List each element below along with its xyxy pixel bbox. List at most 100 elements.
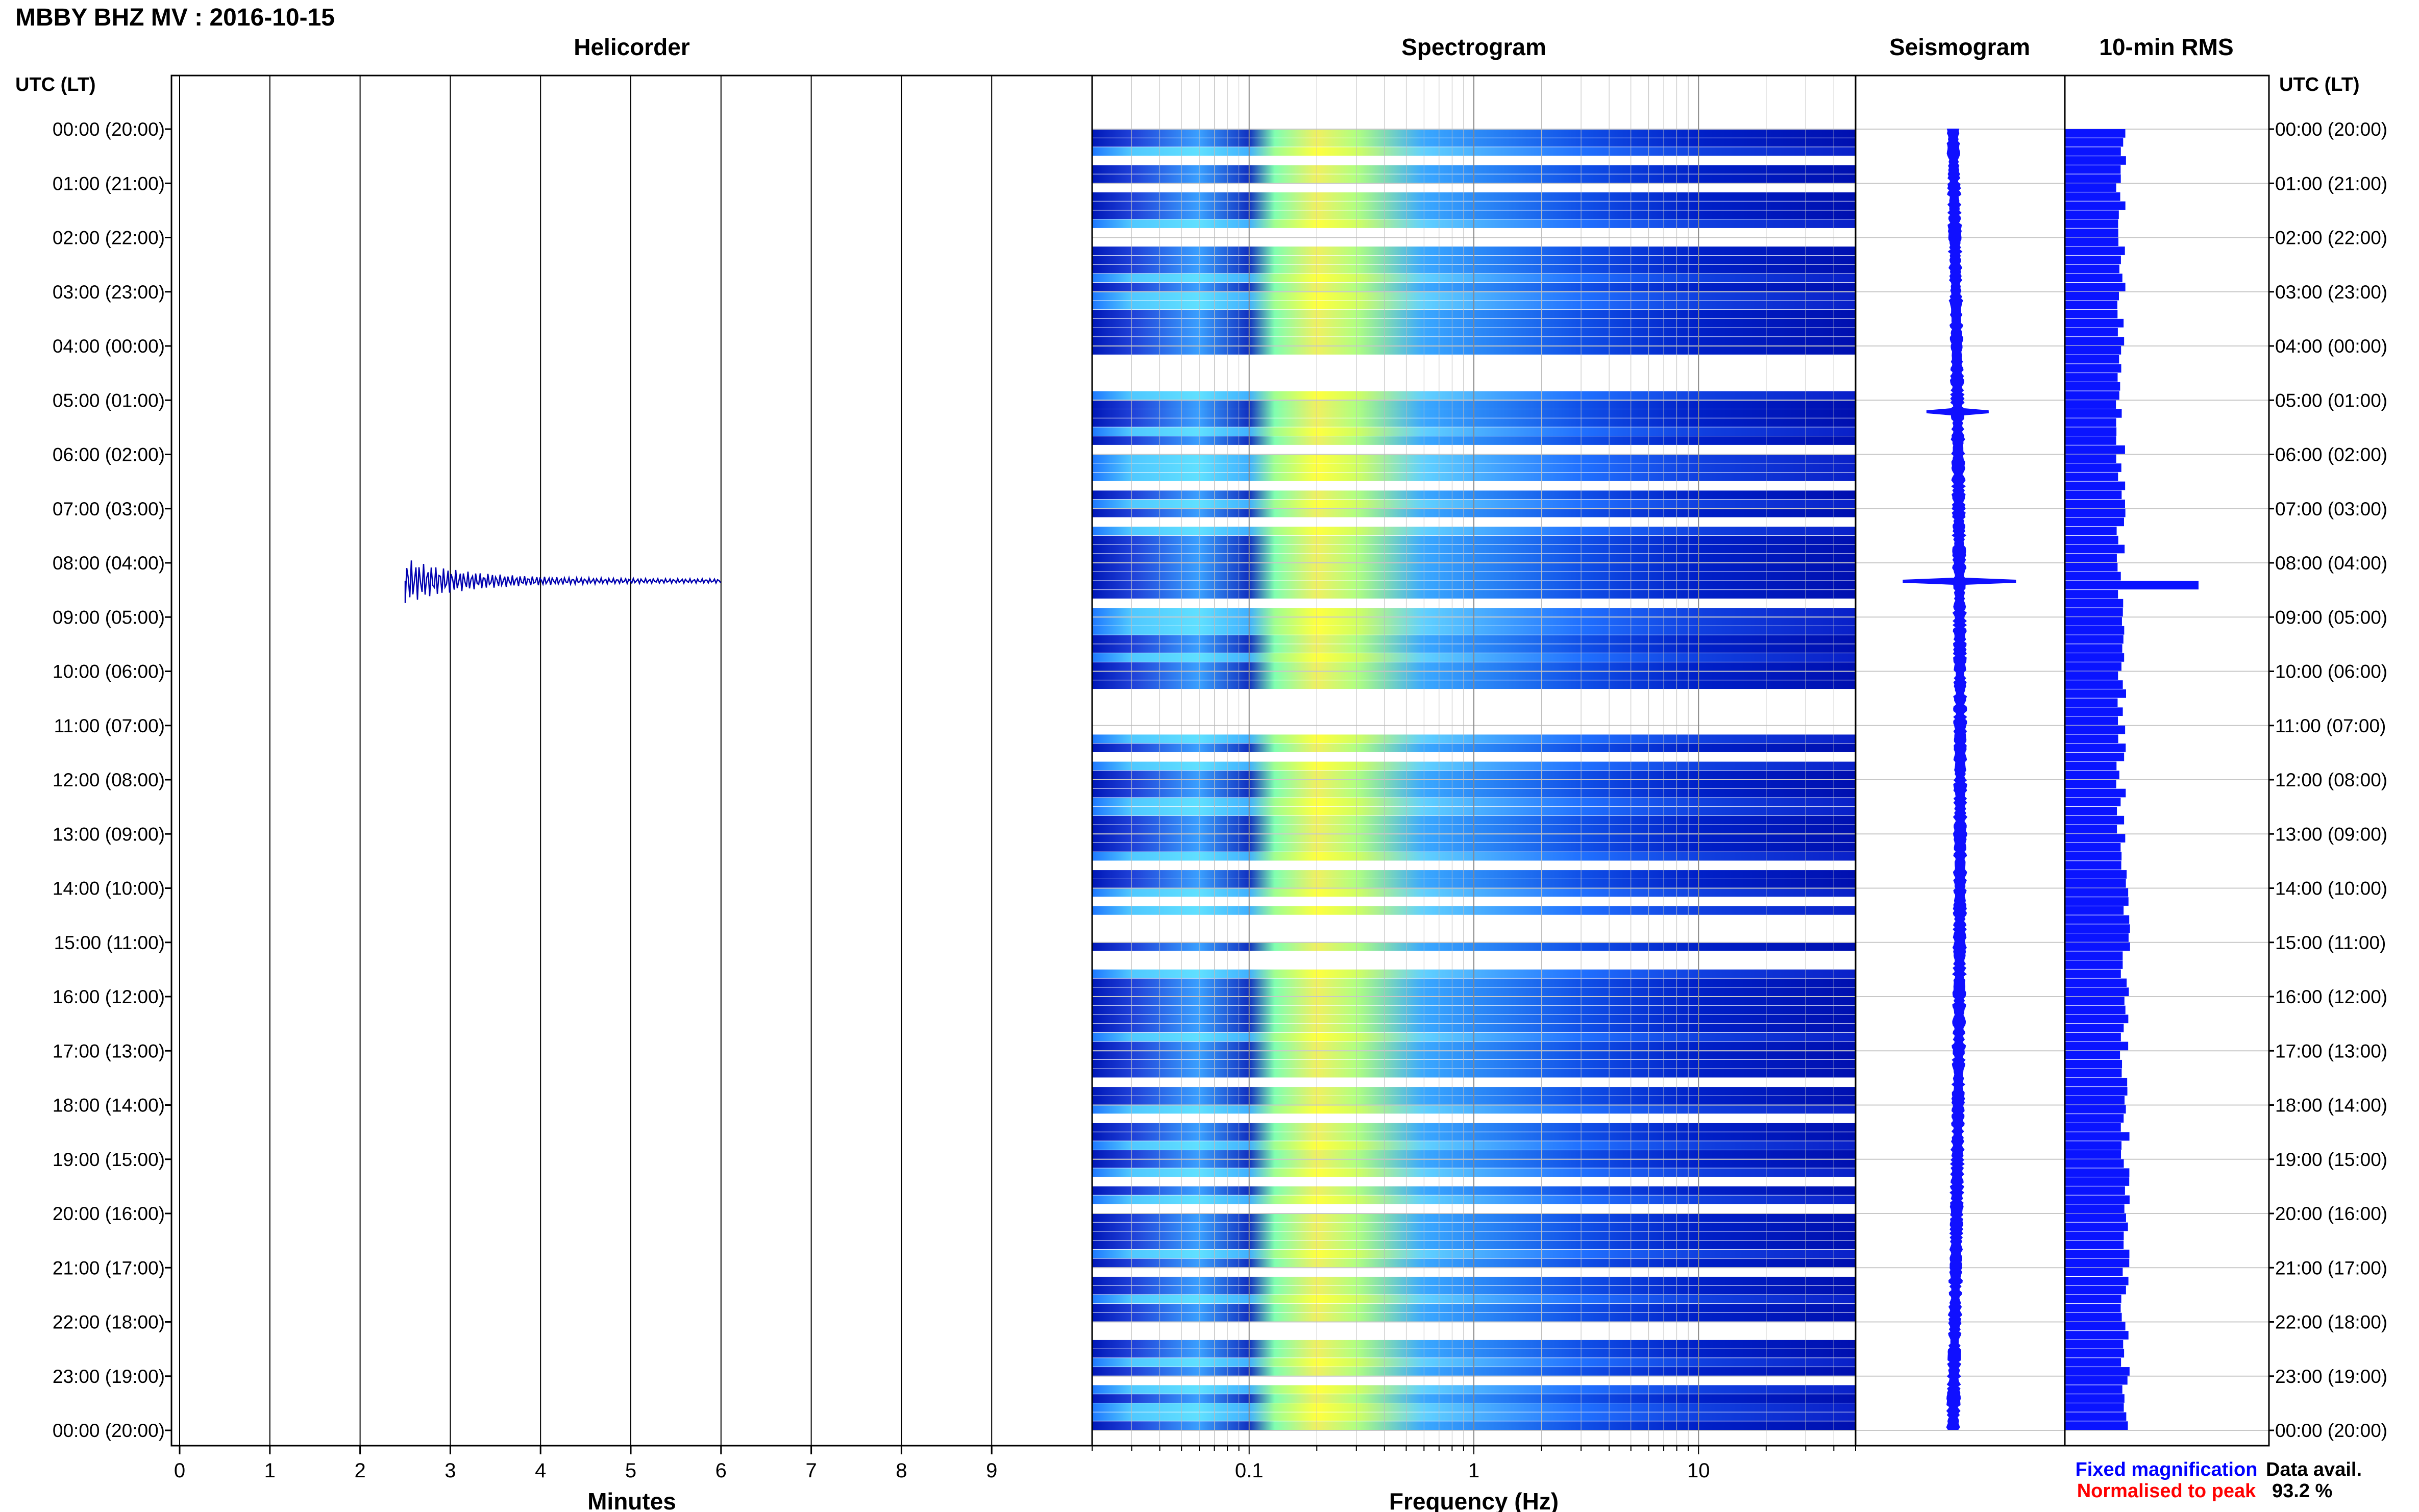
rms-bar [2065,1059,2122,1069]
rms-bar [2065,400,2116,409]
time-label-left: 07:00 (03:00) [53,499,165,519]
right-axis-label: UTC (LT) [2279,74,2360,95]
helicorder-title: Helicorder [574,34,690,60]
rms-bar [2065,771,2119,779]
rms-bar [2065,436,2116,445]
rms-bar [2065,418,2116,427]
rms-bar [2065,716,2118,725]
rms-bar [2065,599,2124,608]
time-label-right: 08:00 (04:00) [2275,553,2387,574]
rms-bar [2065,933,2129,942]
rms-bar [2065,752,2125,761]
rms-bar [2065,680,2123,689]
time-label-left: 23:00 (19:00) [53,1366,165,1387]
time-label-right: 01:00 (21:00) [2275,173,2387,194]
time-label-right: 16:00 (12:00) [2275,986,2387,1007]
rms-bar [2065,1285,2126,1295]
right-time-labels: 00:00 (20:00) 01:00 (21:00) 02:00 (22:00) 0… [2269,119,2387,1441]
time-label-right: 06:00 (02:00) [2275,444,2387,465]
time-label-right: 03:00 (23:00) [2275,282,2387,303]
rms-bar [2065,129,2126,138]
rms-bar [2065,409,2122,418]
rms-bar [2065,960,2123,969]
rms-bar [2065,445,2125,454]
time-label-right: 02:00 (22:00) [2275,228,2387,249]
rms-bar [2065,1051,2120,1059]
rms-bar [2065,1168,2130,1177]
rms-bar [2065,1069,2122,1078]
rms-bar [2065,698,2118,707]
rms-bar [2065,861,2121,870]
time-label-left: 20:00 (16:00) [53,1203,165,1224]
rms-bar [2065,472,2118,481]
left-axis-label: UTC (LT) [15,74,96,95]
legend-fixed-magnification: Fixed magnification [2076,1459,2258,1480]
minute-tick-label: 1 [264,1459,276,1482]
left-time-labels: 00:00 (20:00) 01:00 (21:00) 02:00 (22:00) 0… [53,119,171,1441]
rms-bar [2065,788,2126,798]
time-label-left: 09:00 (05:00) [53,607,165,628]
rms-bar [2065,834,2126,842]
time-label-right: 20:00 (16:00) [2275,1203,2387,1224]
rms-bar [2065,373,2118,382]
spectrogram-title: Spectrogram [1401,34,1546,60]
rms-bar [2065,581,2199,590]
rms-bar [2065,1213,2126,1222]
rms-bar [2065,1340,2124,1349]
minutes-axis-label: Minutes [587,1488,676,1512]
rms-bar [2065,255,2121,264]
rms-bar [2065,201,2126,210]
frequency-tick-label: 10 [1687,1459,1710,1482]
rms-bar [2065,780,2116,788]
rms-bar [2065,1385,2122,1394]
time-label-right: 05:00 (01:00) [2275,390,2387,411]
rms-bar [2065,1268,2123,1276]
time-label-left: 06:00 (02:00) [53,444,165,465]
rms-bar [2065,815,2125,825]
rms-bar [2065,1186,2125,1195]
rms-bar [2065,743,2126,752]
helicorder-panel [170,75,1093,1447]
rms-frame [2064,75,2270,1447]
rms-bar [2065,997,2125,1005]
rms-bar [2065,1304,2121,1312]
time-label-left: 16:00 (12:00) [53,986,165,1007]
time-label-right: 07:00 (03:00) [2275,499,2387,519]
minute-tick-label: 6 [715,1459,727,1482]
rms-bar [2065,1222,2128,1231]
minute-tick-label: 8 [896,1459,907,1482]
rms-bar [2065,870,2127,879]
helicorder-event-trace [404,560,721,603]
rms-bar [2065,1312,2122,1322]
time-label-right: 12:00 (08:00) [2275,770,2387,790]
rms-bar [2065,807,2117,815]
rms-bar [2065,1078,2128,1087]
time-label-left: 17:00 (13:00) [53,1040,165,1061]
rms-bar [2065,1123,2121,1132]
figure-title: MBBY BHZ MV : 2016-10-15 [15,4,335,31]
rms-bar [2065,1141,2122,1150]
rms-bar [2065,635,2124,644]
rms-bar [2065,1005,2126,1014]
time-label-right: 18:00 (14:00) [2275,1095,2387,1116]
rms-panel [2064,75,2270,1447]
rms-bar [2065,725,2126,734]
rms-bar [2065,500,2125,508]
rms-bar [2065,617,2122,626]
time-label-left: 18:00 (14:00) [53,1095,165,1116]
rms-bar [2065,1150,2121,1159]
time-label-left: 08:00 (04:00) [53,553,165,574]
rms-bars [2065,129,2199,1430]
rms-bar [2065,1376,2128,1385]
time-label-right: 00:00 (20:00) [2275,1420,2387,1441]
rms-bar [2065,1394,2125,1403]
rms-bar [2065,1349,2125,1358]
frequency-axis-label: Frequency (Hz) [1389,1488,1559,1512]
rms-bar [2065,1231,2124,1241]
rms-bar [2065,608,2123,617]
rms-bar [2065,301,2117,310]
time-label-right: 11:00 (07:00) [2275,715,2386,736]
rms-bar [2065,563,2118,572]
rms-bar [2065,508,2126,517]
rms-bar [2065,1276,2129,1285]
